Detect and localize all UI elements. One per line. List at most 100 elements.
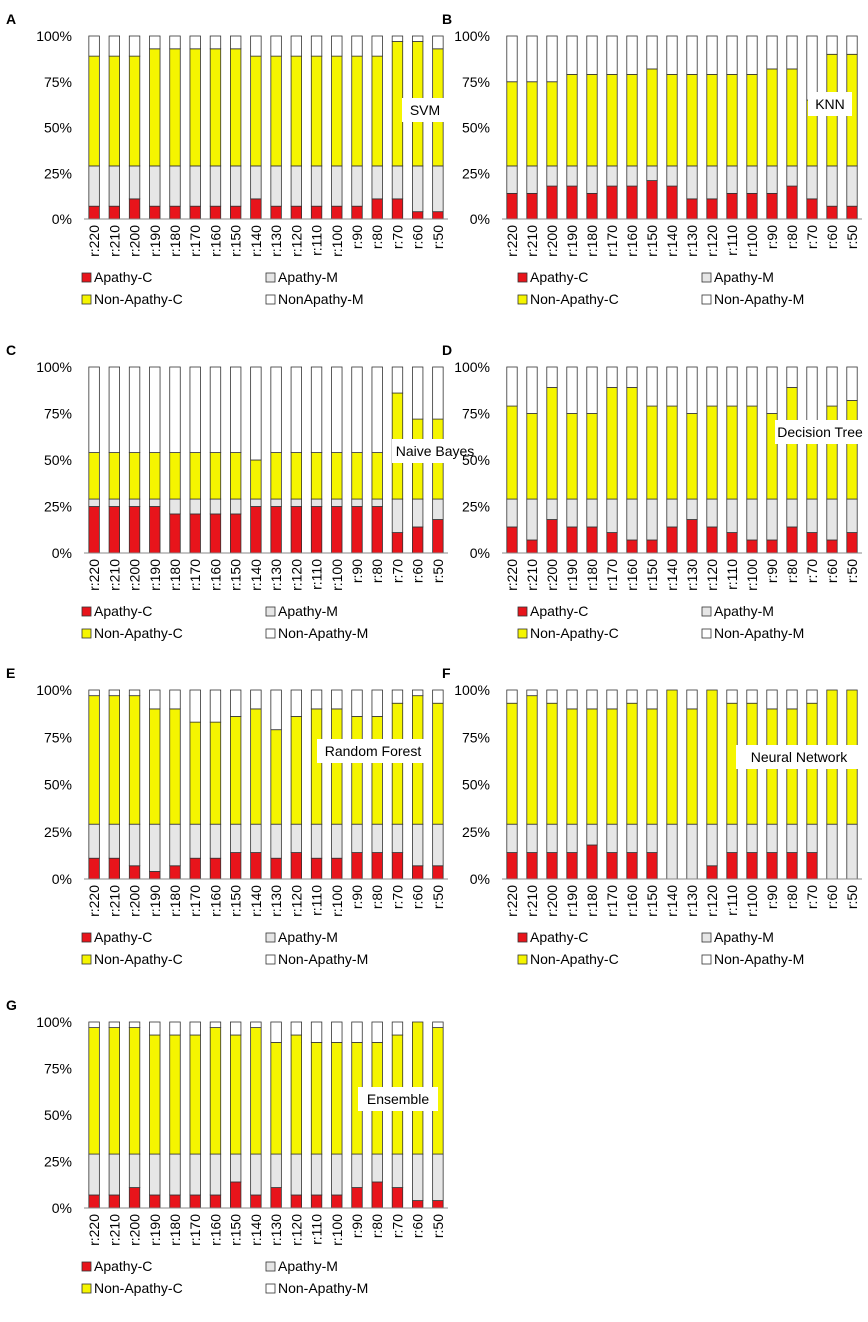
panel-b-xtick: r:190 bbox=[564, 225, 580, 257]
panel-d-bar-non-apathy-c bbox=[546, 387, 558, 500]
panel-g-bar-non-apathy-c bbox=[290, 1034, 302, 1155]
panel-c-bar-non-apathy-c bbox=[149, 452, 161, 500]
panel-f-legend-swatch bbox=[701, 932, 712, 943]
panel-b-xtick: r:130 bbox=[684, 225, 700, 257]
panel-a-bar-non-apathy-c bbox=[149, 48, 161, 167]
panel-b-bar-non-apathy-c bbox=[586, 74, 598, 167]
panel-d-bar-apathy-m bbox=[746, 498, 758, 541]
panel-d-bar-apathy-c bbox=[726, 532, 738, 554]
panel-a-ytick: 25% bbox=[44, 165, 72, 181]
panel-a-bar-nonapathy-m bbox=[209, 35, 222, 50]
panel-d-bar-non-apathy-m bbox=[766, 366, 778, 414]
panel-b-xtick: r:110 bbox=[724, 225, 740, 256]
panel-a-bar-nonapathy-m bbox=[230, 35, 242, 50]
panel-g-bar-apathy-m bbox=[108, 1153, 121, 1196]
panel-e-bar-apathy-m bbox=[169, 823, 181, 867]
panel-c-xtick: r:140 bbox=[248, 559, 264, 591]
panel-a-xtick: r:160 bbox=[207, 225, 223, 257]
panel-a-bar-non-apathy-c bbox=[331, 55, 343, 167]
panel-d-xtick: r:90 bbox=[764, 559, 780, 583]
panel-f-xtick: r:120 bbox=[704, 885, 720, 917]
panel-e-letter: E bbox=[6, 665, 15, 681]
panel-a-bar-apathy-m bbox=[310, 165, 323, 207]
panel-f-ytick: 75% bbox=[462, 729, 490, 745]
panel-c-bar-non-apathy-m bbox=[149, 366, 161, 453]
panel-g-bar-apathy-m bbox=[88, 1153, 100, 1196]
panel-d-bar-non-apathy-c bbox=[726, 405, 738, 500]
panel-g-bar-apathy-m bbox=[189, 1153, 201, 1196]
panel-f-xtick: r:160 bbox=[624, 885, 640, 917]
panel-f-bar-apathy-c bbox=[786, 852, 798, 880]
panel-c-bar-apathy-m bbox=[108, 498, 121, 507]
panel-f-legend-label: Apathy-C bbox=[530, 929, 588, 945]
panel-e-xtick: r:50 bbox=[430, 885, 446, 909]
panel-f-bar-non-apathy-m bbox=[726, 689, 738, 704]
panel-c-bar-apathy-c bbox=[189, 513, 201, 554]
panel-e-xtick: r:170 bbox=[187, 885, 203, 917]
panel-b-bar-apathy-m bbox=[846, 165, 858, 207]
panel-e-xtick: r:80 bbox=[369, 885, 385, 909]
panel-a-bar-nonapathy-m bbox=[128, 35, 141, 57]
panel-d-ytick: 75% bbox=[462, 406, 490, 422]
panel-a-legend-label: NonApathy-M bbox=[278, 291, 364, 307]
panel-f-title: Neural Network bbox=[751, 749, 848, 765]
panel-c-bar-non-apathy-c bbox=[310, 452, 323, 500]
panel-a-bar-apathy-c bbox=[432, 211, 444, 220]
panel-c-xtick: r:120 bbox=[288, 559, 304, 591]
panel-e-bar-non-apathy-m bbox=[88, 689, 100, 697]
panel-a-bar-apathy-m bbox=[270, 165, 282, 207]
panel-e-xtick: r:200 bbox=[127, 885, 143, 917]
panel-d-title-box bbox=[775, 420, 865, 444]
panel-g-xtick: r:120 bbox=[288, 1214, 304, 1246]
panel-a-xtick: r:200 bbox=[127, 225, 143, 257]
panel-a-bar-nonapathy-m bbox=[149, 35, 161, 50]
panel-c-bar-apathy-c bbox=[351, 506, 363, 554]
panel-a-legend-label: Non-Apathy-C bbox=[94, 291, 183, 307]
panel-g-bar-apathy-m bbox=[169, 1153, 181, 1196]
panel-c-bar-non-apathy-m bbox=[391, 366, 404, 394]
panel-e-bar-apathy-m bbox=[189, 823, 201, 859]
panel-g-bar-apathy-c bbox=[270, 1187, 282, 1209]
panel-d-bar-apathy-c bbox=[506, 526, 518, 554]
panel-c-ytick: 25% bbox=[44, 499, 72, 515]
panel-d-xtick: r:70 bbox=[804, 559, 820, 583]
panel-a-bar-apathy-m bbox=[391, 165, 404, 200]
panel-d-bar-apathy-m bbox=[646, 498, 658, 541]
panel-f-bar-non-apathy-m bbox=[586, 689, 598, 710]
panel-a-legend-label: Apathy-M bbox=[278, 269, 338, 285]
panel-c-bar-non-apathy-m bbox=[412, 366, 424, 420]
panel-d-ytick: 0% bbox=[470, 545, 490, 561]
panel-f-bar-non-apathy-m bbox=[646, 689, 658, 710]
panel-d-bar-non-apathy-c bbox=[586, 413, 598, 500]
panel-f-bar-apathy-m bbox=[686, 823, 698, 880]
panel-b-bar-non-apathy-m bbox=[826, 35, 838, 55]
panel-a-bar-apathy-c bbox=[371, 198, 383, 220]
panel-d-bar-non-apathy-m bbox=[506, 366, 518, 407]
panel-a-xtick: r:210 bbox=[106, 225, 122, 257]
panel-c-bar-non-apathy-c bbox=[128, 452, 141, 500]
panel-c-bar-apathy-c bbox=[169, 513, 181, 554]
panel-a-bar-non-apathy-c bbox=[230, 48, 242, 167]
panel-a-xtick: r:90 bbox=[349, 225, 365, 249]
panel-d-bar-apathy-m bbox=[846, 498, 858, 533]
panel-a-bar-nonapathy-m bbox=[412, 35, 424, 42]
panel-g-xtick: r:220 bbox=[86, 1214, 102, 1246]
panel-a-bar-apathy-m bbox=[169, 165, 181, 207]
panel-b-bar-apathy-c bbox=[606, 185, 618, 220]
panel-e-bar-apathy-m bbox=[412, 823, 424, 867]
panel-e-bar-apathy-m bbox=[290, 823, 302, 853]
panel-a-bar-apathy-c bbox=[189, 205, 201, 220]
panel-b-bar-apathy-c bbox=[786, 185, 798, 220]
panel-a-bar-non-apathy-c bbox=[290, 55, 302, 167]
panel-g-letter: G bbox=[6, 997, 17, 1013]
panel-g-bar-non-apathy-m bbox=[310, 1021, 323, 1043]
panel-a-bar-apathy-m bbox=[371, 165, 383, 200]
panel-f-legend-label: Non-Apathy-M bbox=[714, 951, 804, 967]
panel-d-xtick: r:110 bbox=[724, 559, 740, 590]
panel-g-xtick: r:50 bbox=[430, 1214, 446, 1238]
panel-d-xtick: r:150 bbox=[644, 559, 660, 591]
panel-b-bar-non-apathy-c bbox=[766, 68, 778, 167]
panel-g-bar-non-apathy-m bbox=[331, 1021, 343, 1043]
panel-a-xtick: r:180 bbox=[167, 225, 183, 257]
panel-e-bar-non-apathy-m bbox=[169, 689, 181, 710]
